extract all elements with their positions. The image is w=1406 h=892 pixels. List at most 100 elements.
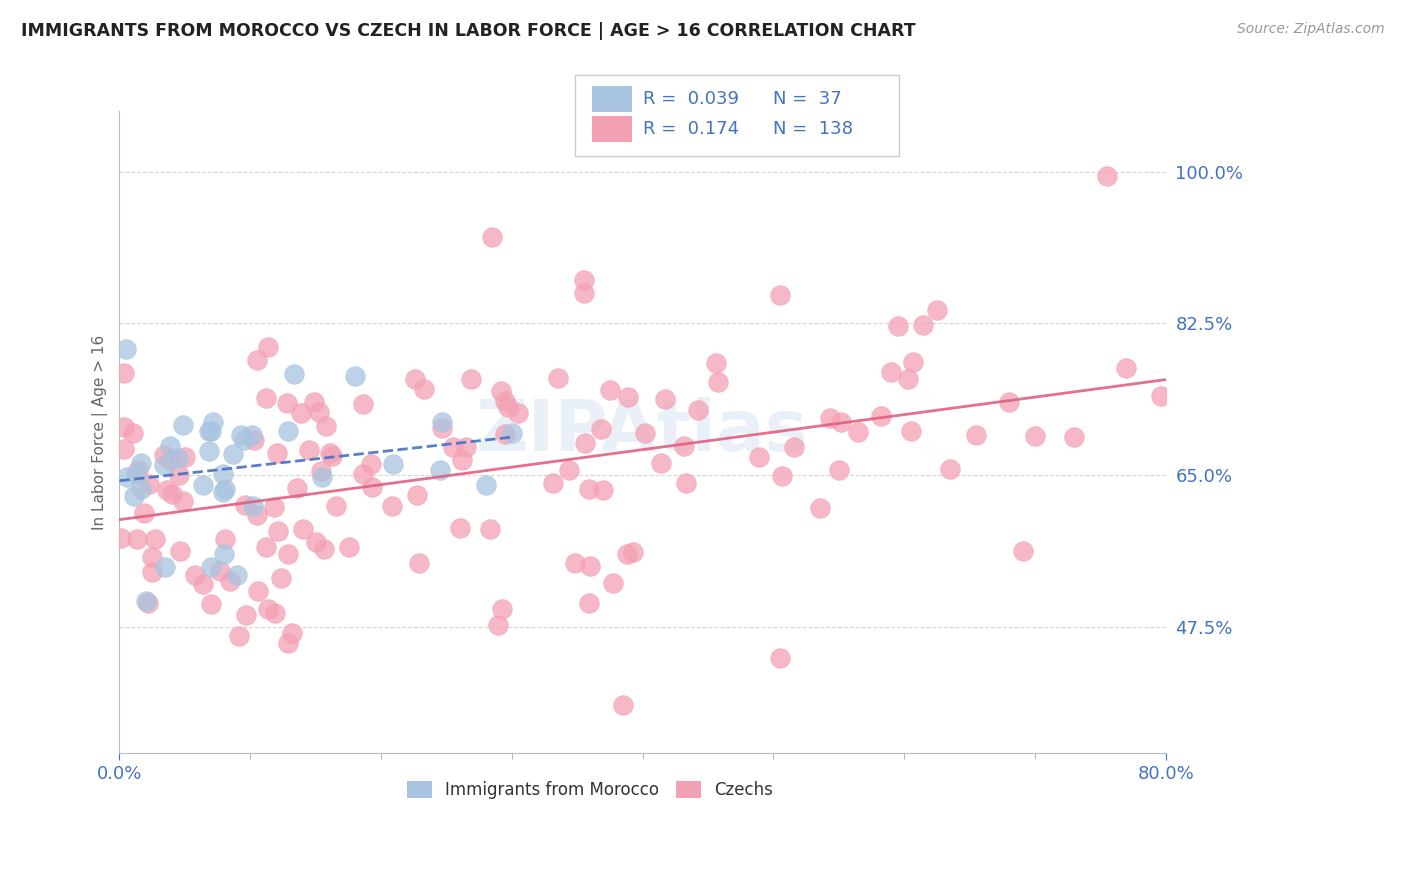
Point xyxy=(408,556,430,570)
Point xyxy=(298,443,321,458)
Point xyxy=(311,464,333,478)
Point xyxy=(124,467,146,482)
Point xyxy=(191,477,214,491)
Point xyxy=(156,483,179,498)
Point xyxy=(770,468,793,483)
Point xyxy=(219,574,242,588)
Point xyxy=(491,384,513,398)
Point xyxy=(501,425,523,440)
Point xyxy=(117,470,139,484)
Text: N =  138: N = 138 xyxy=(773,120,853,137)
Point xyxy=(404,372,426,386)
Point xyxy=(302,394,325,409)
Point xyxy=(235,498,257,512)
Point xyxy=(166,451,188,466)
Text: IMMIGRANTS FROM MOROCCO VS CZECH IN LABOR FORCE | AGE > 16 CORRELATION CHART: IMMIGRANTS FROM MOROCCO VS CZECH IN LABO… xyxy=(21,22,915,40)
Point xyxy=(654,392,676,406)
Point xyxy=(599,383,621,397)
Point xyxy=(820,410,842,425)
Point xyxy=(478,522,501,536)
Point xyxy=(574,436,596,450)
Point xyxy=(880,365,903,379)
Point xyxy=(352,467,374,481)
Point xyxy=(127,463,149,477)
Point xyxy=(579,559,602,574)
Point xyxy=(200,559,222,574)
Point xyxy=(650,456,672,470)
Legend: Immigrants from Morocco, Czechs: Immigrants from Morocco, Czechs xyxy=(401,774,780,805)
Text: ZIPAtlas: ZIPAtlas xyxy=(477,398,808,467)
Point xyxy=(592,483,614,497)
Point xyxy=(184,567,207,582)
Point xyxy=(413,382,436,396)
Point xyxy=(450,453,472,467)
Point xyxy=(257,602,280,616)
Point xyxy=(486,618,509,632)
Point xyxy=(673,440,696,454)
Point xyxy=(214,532,236,546)
Point xyxy=(235,607,257,622)
Point xyxy=(494,427,516,442)
Point xyxy=(254,540,277,554)
Point xyxy=(246,352,269,367)
FancyBboxPatch shape xyxy=(575,76,898,156)
Point xyxy=(198,424,221,438)
Point xyxy=(197,444,219,458)
Point xyxy=(1063,430,1085,444)
Point xyxy=(214,482,236,496)
Point xyxy=(481,229,503,244)
Point xyxy=(491,602,513,616)
Point xyxy=(616,548,638,562)
Point xyxy=(827,463,849,477)
Point xyxy=(212,467,235,482)
Point xyxy=(159,452,181,467)
Point xyxy=(432,420,454,434)
Point xyxy=(564,556,586,570)
Point xyxy=(172,417,194,432)
Point xyxy=(547,371,569,385)
Point xyxy=(112,366,135,380)
Point xyxy=(321,449,343,463)
Point xyxy=(572,273,595,287)
Point xyxy=(153,448,176,462)
Point xyxy=(129,482,152,496)
Point xyxy=(240,428,263,442)
Point xyxy=(276,424,298,438)
Point xyxy=(911,318,934,332)
Text: N =  37: N = 37 xyxy=(773,90,842,108)
Point xyxy=(122,426,145,441)
Point xyxy=(769,288,792,302)
Point xyxy=(167,467,190,482)
Point xyxy=(305,535,328,549)
Point xyxy=(135,594,157,608)
Point xyxy=(141,566,163,580)
Point xyxy=(1150,389,1173,403)
FancyBboxPatch shape xyxy=(592,116,633,142)
Point xyxy=(460,372,482,386)
Point xyxy=(612,698,634,713)
Point xyxy=(159,439,181,453)
Point xyxy=(276,635,298,649)
Point xyxy=(543,476,565,491)
Point xyxy=(748,450,770,464)
Point xyxy=(965,428,987,442)
Point xyxy=(112,420,135,434)
Point xyxy=(496,400,519,414)
Point xyxy=(808,500,831,515)
Point xyxy=(602,575,624,590)
Point xyxy=(290,406,312,420)
Point xyxy=(441,440,464,454)
Point xyxy=(903,355,925,369)
Point xyxy=(270,571,292,585)
Point xyxy=(243,433,266,447)
Point xyxy=(591,422,613,436)
Point xyxy=(155,559,177,574)
Point xyxy=(254,392,277,406)
Point xyxy=(160,486,183,500)
Point xyxy=(311,470,333,484)
Point xyxy=(141,549,163,564)
Point xyxy=(783,440,806,454)
Point xyxy=(578,482,600,496)
Point xyxy=(578,596,600,610)
Point xyxy=(997,394,1019,409)
